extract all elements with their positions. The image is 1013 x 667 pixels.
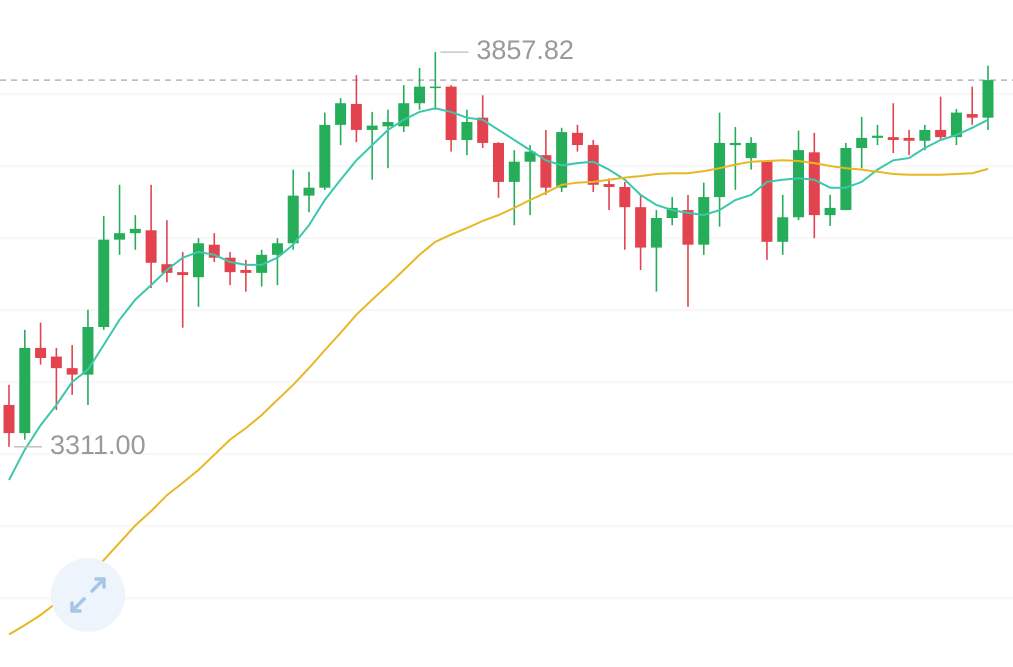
candle-body bbox=[903, 137, 915, 141]
candle-body bbox=[666, 207, 678, 219]
candle-body bbox=[966, 114, 978, 118]
candle-body bbox=[19, 347, 31, 434]
candle-body bbox=[824, 207, 836, 216]
candle-body bbox=[508, 161, 520, 182]
candle-body bbox=[635, 207, 647, 248]
candle-body bbox=[887, 137, 899, 141]
candle-body bbox=[871, 135, 883, 138]
candle-body bbox=[919, 129, 931, 141]
candle-body bbox=[729, 142, 741, 146]
ma-line bbox=[8, 159, 989, 636]
candle-body bbox=[240, 269, 252, 273]
candle-body bbox=[3, 404, 15, 434]
candle-body bbox=[382, 121, 394, 127]
ma-line bbox=[8, 107, 989, 481]
candle-body bbox=[493, 142, 504, 182]
candle-body bbox=[950, 112, 962, 138]
candle-body bbox=[808, 152, 820, 216]
annotation-label: 3311.00 bbox=[50, 430, 146, 460]
candle-body bbox=[366, 125, 378, 130]
candle-body bbox=[793, 150, 805, 218]
candle-body bbox=[603, 184, 615, 187]
candle-body bbox=[398, 103, 410, 127]
candle-body bbox=[35, 347, 47, 359]
candle-body bbox=[335, 103, 347, 125]
candle-body bbox=[571, 132, 583, 146]
candle-body bbox=[192, 243, 204, 278]
candle-body bbox=[129, 228, 141, 234]
candle-body bbox=[271, 243, 283, 255]
candle-body bbox=[224, 257, 236, 273]
candle-body bbox=[98, 239, 110, 328]
candle-body bbox=[461, 121, 473, 141]
candle-body bbox=[935, 129, 947, 138]
candle-body bbox=[619, 186, 631, 208]
candle-body bbox=[777, 217, 789, 242]
grid bbox=[0, 93, 1013, 599]
candle-body bbox=[745, 142, 757, 159]
expand-icon[interactable] bbox=[70, 577, 106, 613]
candle-body bbox=[287, 195, 299, 244]
candle-body bbox=[477, 117, 489, 143]
candle-body bbox=[445, 86, 457, 141]
candle-body bbox=[714, 142, 726, 198]
expand-button[interactable] bbox=[51, 558, 125, 632]
candle-body bbox=[82, 327, 94, 375]
expand-bg[interactable] bbox=[51, 558, 125, 632]
candle-body bbox=[524, 151, 536, 162]
candle-body bbox=[50, 356, 62, 369]
candle-body bbox=[556, 132, 568, 188]
candle-body bbox=[161, 264, 173, 273]
annotation-label: 3857.82 bbox=[476, 35, 574, 65]
candle-body bbox=[650, 218, 662, 248]
candle-body bbox=[350, 103, 362, 130]
candle-body bbox=[682, 210, 694, 245]
candle-body bbox=[303, 187, 315, 196]
candle-body bbox=[414, 86, 426, 104]
candle-body bbox=[856, 137, 868, 148]
candle-body bbox=[145, 230, 157, 263]
candle-body bbox=[540, 155, 552, 188]
candle-body bbox=[587, 145, 599, 185]
candle-body bbox=[840, 147, 852, 211]
candle-body bbox=[177, 272, 189, 276]
candle-body bbox=[982, 80, 994, 118]
candle-body bbox=[429, 86, 441, 89]
candle-body bbox=[319, 124, 331, 188]
candle-body bbox=[698, 197, 710, 245]
candle-body bbox=[66, 368, 78, 375]
candle-body bbox=[208, 244, 220, 258]
candle-body bbox=[114, 233, 126, 240]
candle-body bbox=[761, 161, 773, 242]
